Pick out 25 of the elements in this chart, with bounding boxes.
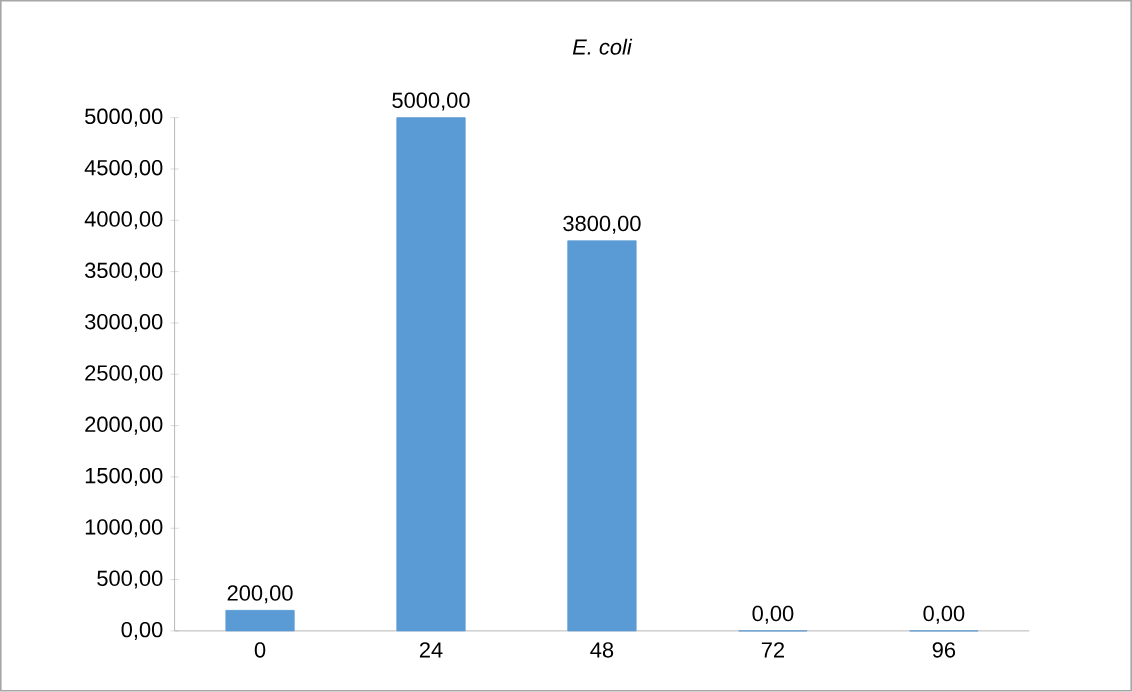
data-label: 0,00 [923, 605, 965, 625]
bar [396, 117, 466, 632]
y-tick-label: 1500,00 [85, 468, 163, 487]
y-tick-label: 4500,00 [84, 160, 163, 179]
bar [567, 240, 637, 632]
x-tick-label: 72 [761, 642, 784, 658]
y-tick-label: 500,00 [97, 570, 163, 589]
bar [225, 610, 295, 632]
data-label: 5000,00 [392, 92, 470, 111]
data-label: 3800,00 [563, 215, 641, 234]
x-tick-label: 24 [419, 642, 443, 658]
y-tick-label: 4000,00 [84, 211, 163, 230]
y-tick-label: 3000,00 [85, 314, 163, 333]
x-tick-label: 96 [932, 642, 956, 658]
y-tick-label: 2000,00 [85, 416, 163, 435]
y-tick-label: 3500,00 [85, 262, 163, 281]
y-tick-label: 2500,00 [85, 365, 163, 384]
data-label: 0,00 [752, 605, 794, 625]
x-tick-label: 0 [254, 642, 266, 658]
y-tick-label: 5000,00 [85, 108, 163, 127]
data-label: 200,00 [227, 585, 293, 604]
chart-title: E. coli [572, 38, 633, 55]
x-tick-label: 48 [590, 642, 614, 658]
y-tick-label: 1000,00 [85, 519, 163, 538]
y-tick-label: 0,00 [121, 622, 163, 641]
